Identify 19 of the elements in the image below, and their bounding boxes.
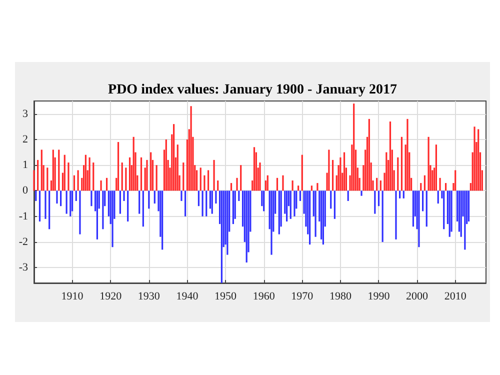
y-tick-label: 1 (22, 159, 28, 172)
y-tick-label: 2 (22, 133, 28, 146)
y-tick-label: -3 (18, 262, 28, 274)
x-tick-label: 1960 (252, 290, 276, 302)
x-tick-label: 1920 (100, 290, 122, 302)
x-tick-label: 1930 (138, 290, 160, 302)
x-tick-label: 1950 (214, 290, 238, 302)
x-tick-label: 1990 (368, 290, 390, 302)
y-tick-label: -1 (18, 210, 28, 222)
y-tick-label: 0 (22, 184, 28, 197)
y-tick-label: -2 (18, 236, 28, 248)
chart-title: PDO index values: January 1900 - January 2017 (108, 82, 397, 98)
x-tick-label: 2010 (444, 290, 467, 302)
y-tick-label: 3 (22, 108, 28, 120)
x-tick-label: 1980 (329, 290, 352, 302)
x-tick-label: 1970 (291, 290, 314, 302)
x-tick-label: 2000 (406, 290, 429, 302)
x-tick-label: 1940 (176, 290, 199, 302)
x-tick-label: 1910 (61, 290, 84, 302)
